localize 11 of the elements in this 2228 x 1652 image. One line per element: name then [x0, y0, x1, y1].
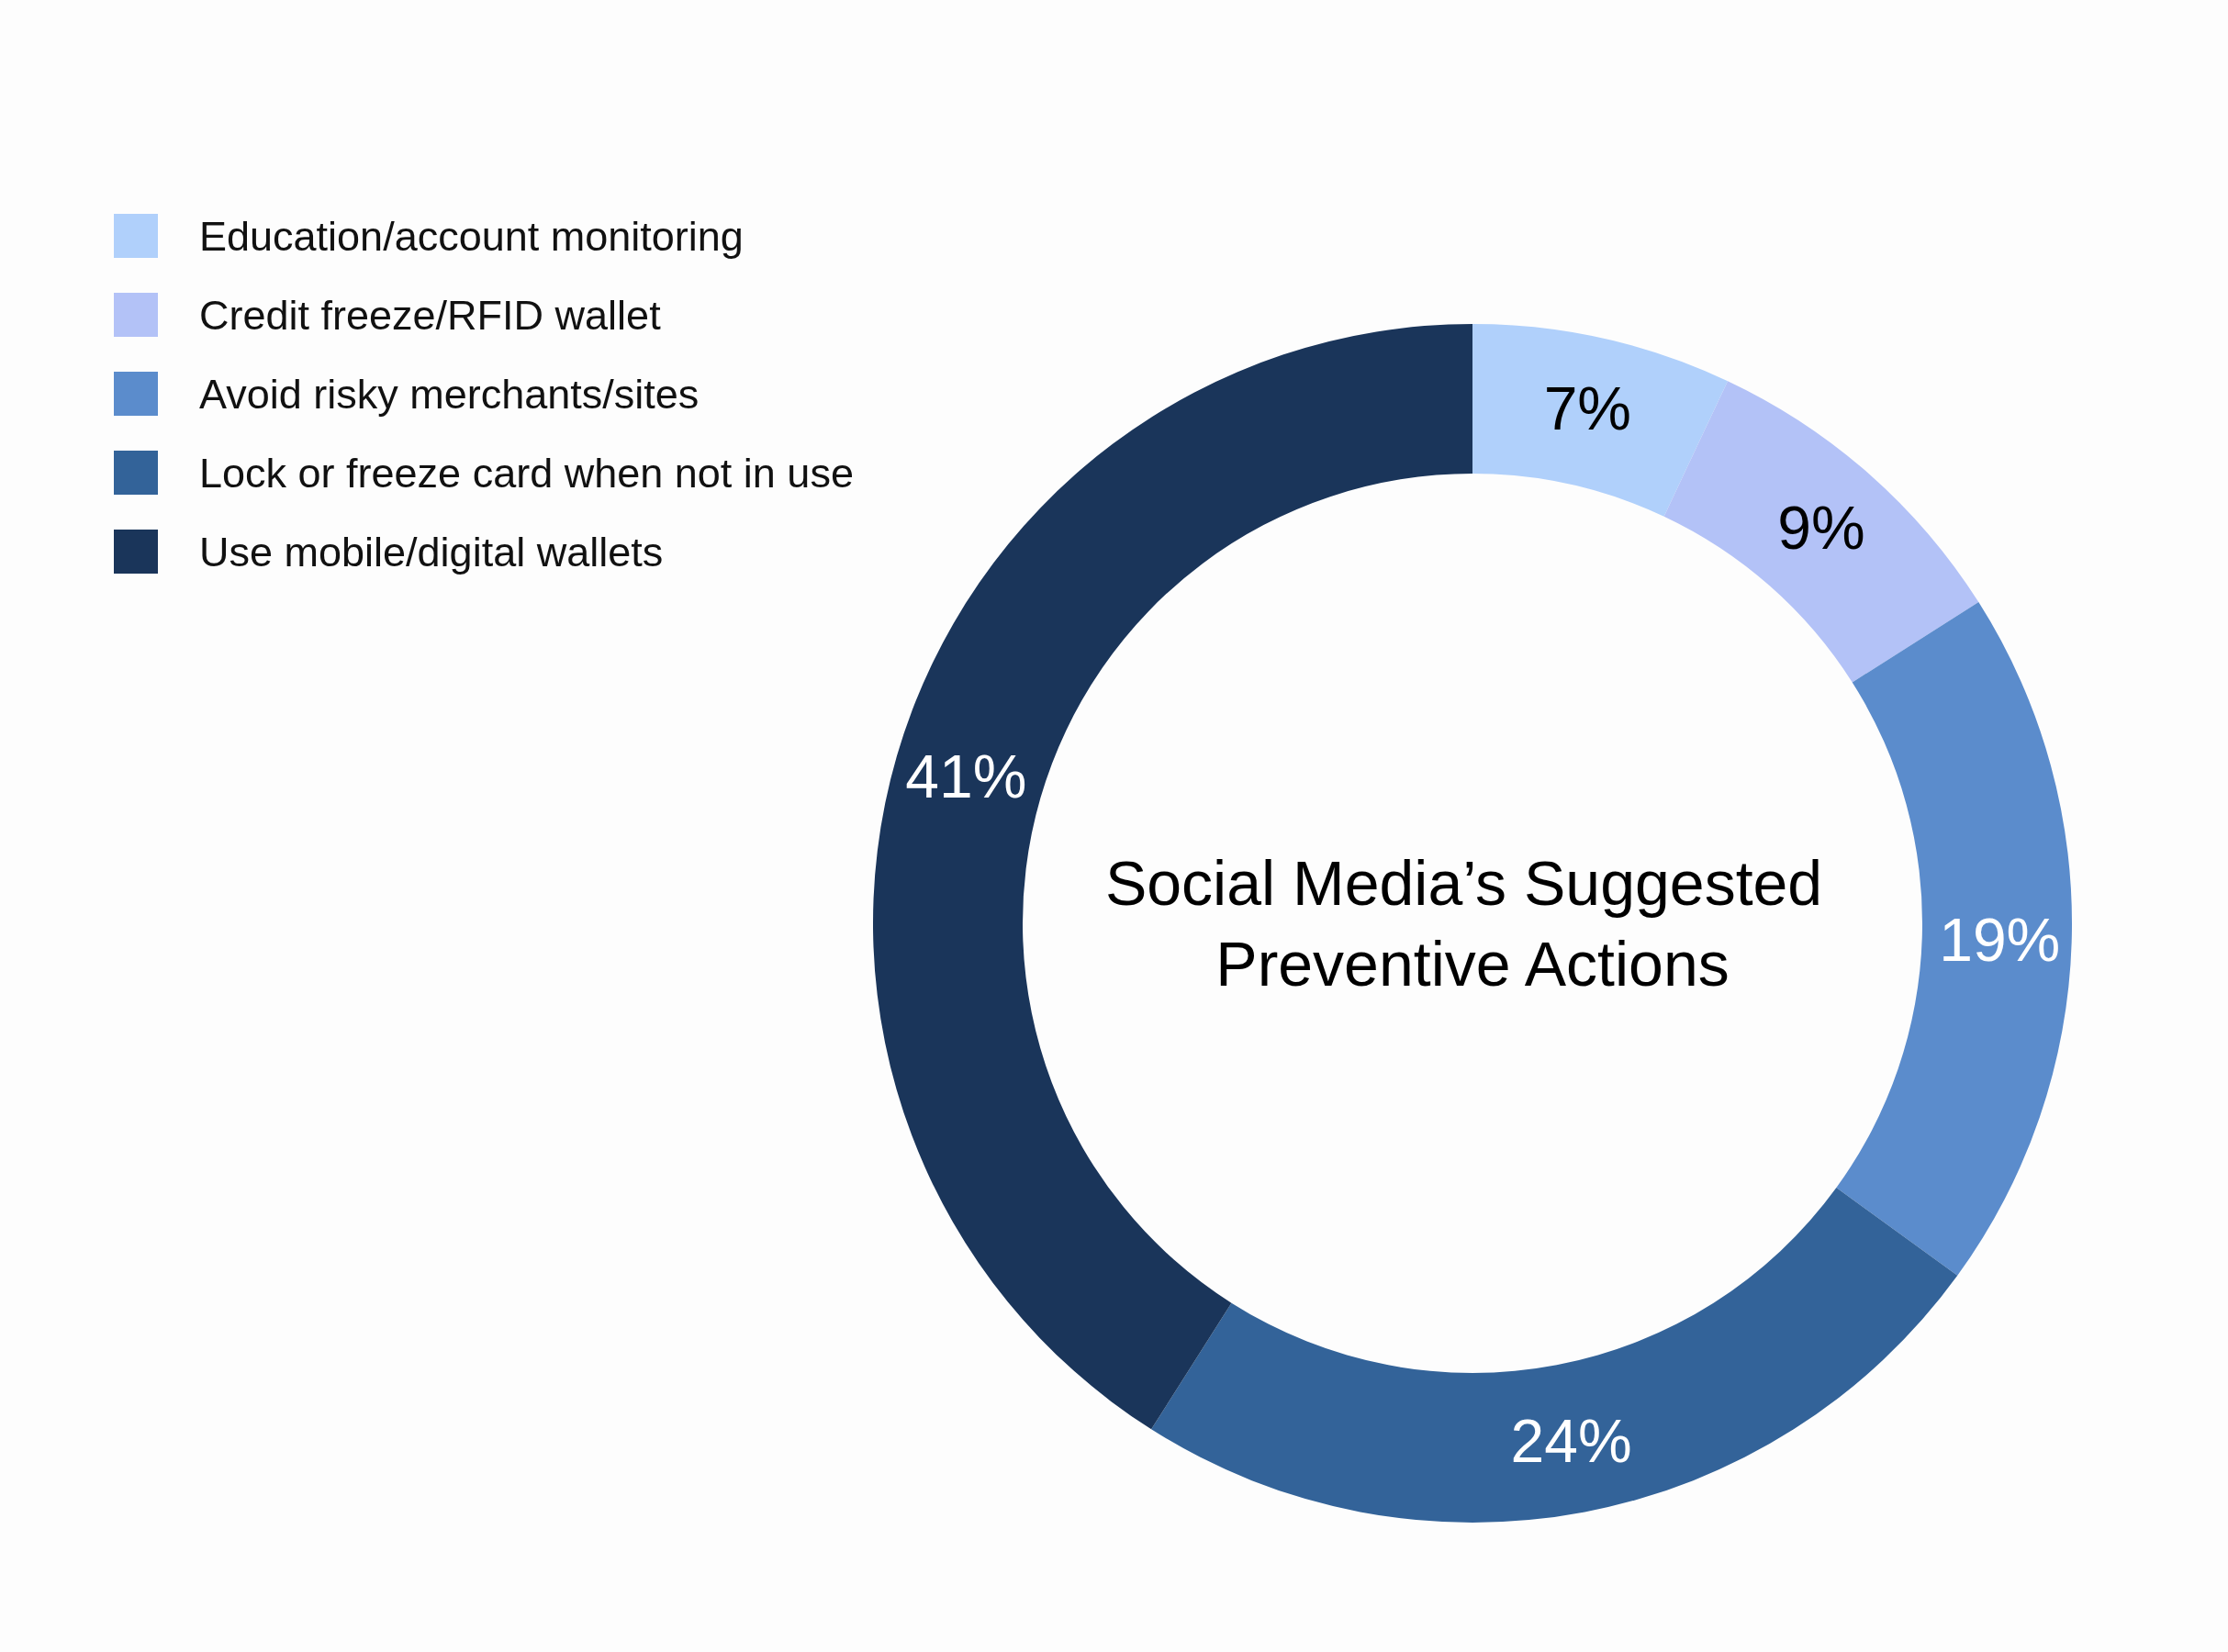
legend-label: Avoid risky merchants/sites [199, 370, 700, 418]
data-label: 9% [1777, 494, 1865, 563]
legend-label: Credit freeze/RFID wallet [199, 291, 662, 339]
data-label: 7% [1543, 374, 1632, 443]
data-label: 24% [1510, 1407, 1632, 1476]
data-label: 41% [905, 742, 1027, 810]
legend-label: Lock or freeze card when not in use [199, 449, 854, 497]
legend-label: Education/account monitoring [199, 212, 744, 260]
data-label: 19% [1939, 906, 2061, 975]
text: Social Media’s Suggested Preventive Actions [1104, 848, 1841, 999]
legend-label: Use mobile/digital wallets [199, 528, 664, 575]
